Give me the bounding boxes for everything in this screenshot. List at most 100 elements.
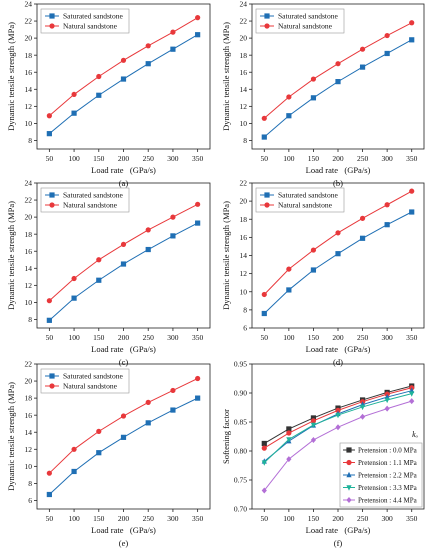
legend-box (40, 8, 130, 34)
legend-marker (264, 13, 270, 19)
x-tick-label: 300 (382, 514, 394, 523)
legend-label: Pretension : 2.2 MPa (358, 472, 418, 480)
data-point (195, 15, 201, 21)
data-point (286, 266, 292, 272)
x-axis-label: Load rate (GPa/s) (91, 344, 156, 354)
series-line (49, 203, 198, 302)
x-tick-label: 50 (261, 333, 269, 342)
data-point (145, 43, 151, 49)
y-tick-label: 14 (25, 428, 33, 437)
panel-label: (c) (119, 357, 129, 367)
y-tick-label: 16 (25, 247, 33, 256)
y-tick-label: 20 (25, 34, 33, 43)
data-point (120, 261, 127, 267)
legend-label: Natural sandstone (278, 22, 333, 31)
legend-marker (49, 202, 55, 208)
x-tick-label: 300 (167, 333, 179, 342)
legend-marker (264, 23, 270, 29)
legend-marker (49, 192, 55, 198)
y-tick-label: 0.80 (234, 447, 247, 456)
y-tick-label: 10 (25, 298, 33, 307)
data-point (359, 404, 366, 411)
data-point (310, 76, 317, 82)
y-tick-label: 18 (25, 230, 33, 239)
legend-marker (346, 447, 352, 453)
data-point (46, 131, 52, 137)
data-point (71, 468, 77, 475)
x-tick-label: 150 (93, 333, 105, 342)
y-tick-label: 20 (25, 377, 33, 386)
y-tick-label: 20 (240, 197, 248, 206)
x-axis-label: Load rate (GPa/s) (91, 525, 156, 535)
data-point (261, 487, 267, 494)
x-tick-label: 250 (357, 154, 369, 163)
y-tick-label: 8 (28, 315, 32, 324)
data-point (261, 445, 267, 451)
data-point (409, 398, 415, 405)
data-point (96, 257, 102, 263)
data-point (359, 235, 366, 241)
data-point (359, 215, 366, 221)
y-tick-label: 14 (25, 85, 33, 94)
legend-label: Pretension : 1.1 MPa (358, 459, 418, 467)
data-point (195, 375, 201, 382)
x-tick-label: 350 (192, 333, 204, 342)
data-point (384, 397, 390, 404)
data-point (46, 317, 52, 323)
data-point (96, 92, 102, 98)
legend-label: Natural sandstone (63, 22, 118, 31)
data-point (261, 440, 267, 447)
y-tick-label: 0.95 (234, 360, 247, 369)
x-tick-label: 200 (332, 514, 344, 523)
legend-marker (346, 471, 352, 478)
y-axis-label: Dynamic tensile strength (MPa) (6, 382, 16, 491)
legend-marker (49, 13, 55, 19)
x-tick-label: 250 (357, 333, 369, 342)
data-point (335, 412, 341, 419)
legend-label: Pretension : 4.4 MPa (358, 497, 418, 505)
data-point (46, 470, 52, 476)
data-point (145, 227, 151, 233)
y-tick-label: 14 (25, 264, 33, 273)
legend-label: Pretension : 0.0 MPa (358, 447, 418, 455)
legend-marker (346, 459, 352, 466)
data-point (409, 391, 415, 397)
data-point (310, 436, 317, 443)
y-tick-label: 10 (240, 119, 248, 128)
x-tick-label: 100 (68, 514, 80, 523)
y-tick-label: 24 (25, 0, 33, 9)
chart-panel-4: 50 100 150 200 250 300 350 6 8 10 12 14 16 18 20 22 Load… (221, 179, 425, 367)
legend-marker (346, 485, 352, 491)
x-tick-label: 150 (308, 154, 320, 163)
legend-marker (264, 192, 270, 198)
data-point (120, 57, 127, 63)
data-point (170, 407, 176, 413)
panel-label: (f) (334, 538, 343, 548)
data-point (384, 50, 390, 57)
data-point (286, 437, 292, 443)
data-point (310, 418, 317, 424)
data-point (170, 214, 176, 220)
data-point (310, 247, 317, 253)
x-tick-label: 250 (143, 154, 155, 163)
y-tick-label: 18 (240, 51, 248, 60)
data-point (286, 94, 292, 100)
y-tick-label: 12 (25, 445, 33, 454)
data-point (261, 134, 267, 140)
y-tick-label: 6 (243, 324, 247, 333)
x-tick-label: 300 (382, 154, 394, 163)
legend-marker (264, 202, 270, 208)
data-point (310, 422, 317, 429)
panel-label: (d) (333, 357, 343, 367)
data-point (71, 295, 77, 301)
data-point (409, 37, 415, 43)
x-axis-label: Load rate (GPa/s) (91, 165, 156, 175)
y-tick-label: 24 (240, 0, 248, 9)
legend-marker (49, 383, 55, 389)
y-tick-label: 16 (240, 68, 248, 77)
y-tick-label: 18 (240, 215, 248, 224)
y-tick-label: 22 (240, 179, 248, 188)
data-point (195, 395, 201, 401)
data-point (145, 399, 151, 405)
data-point (286, 113, 292, 119)
